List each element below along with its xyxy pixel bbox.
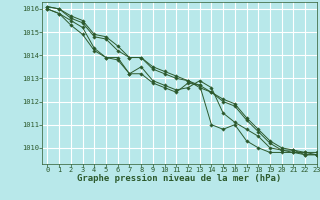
- X-axis label: Graphe pression niveau de la mer (hPa): Graphe pression niveau de la mer (hPa): [77, 174, 281, 183]
